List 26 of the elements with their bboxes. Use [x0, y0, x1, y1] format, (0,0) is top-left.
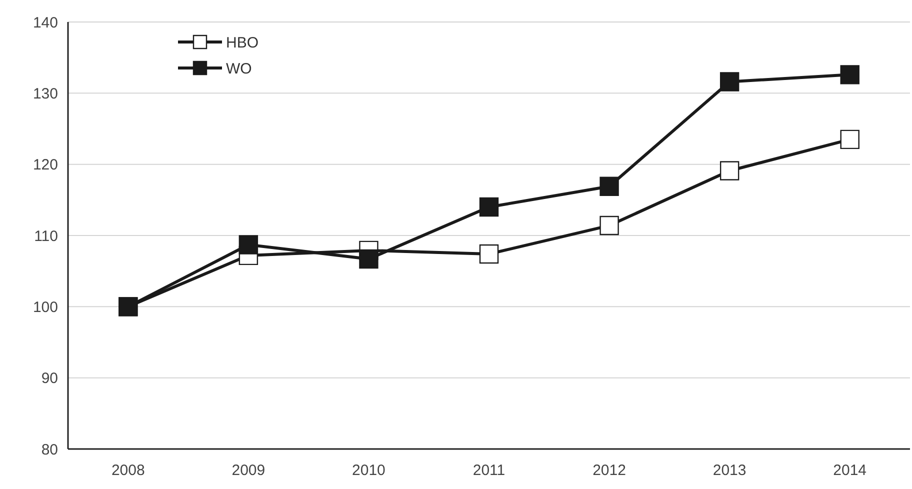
point: [840, 130, 860, 150]
y-tick-label: 120: [32, 156, 58, 174]
point: [600, 176, 619, 196]
point: [720, 72, 740, 92]
y-tick-label: 80: [41, 441, 58, 458]
x-tick-label: 2010: [352, 462, 386, 479]
point: [479, 197, 499, 217]
legend-label: HBO: [226, 34, 259, 52]
point: [840, 65, 860, 84]
x-tick-label: 2009: [232, 462, 266, 479]
y-tick-label: 100: [32, 298, 58, 316]
y-tick-label: 90: [41, 370, 58, 388]
point: [720, 161, 740, 180]
point: [479, 244, 499, 264]
x-tick-label: 2008: [111, 462, 145, 479]
y-tick-label: 140: [32, 14, 58, 32]
legend-label: WO: [226, 60, 252, 78]
y-tick-label: 110: [34, 228, 58, 245]
x-tick-label: 2014: [833, 462, 867, 479]
y-tick-label: 130: [32, 85, 58, 102]
x-tick-label: 2011: [472, 462, 506, 479]
point: [359, 249, 378, 269]
point: [600, 216, 619, 236]
x-tick-label: 2013: [712, 462, 746, 479]
x-tick-label: 2012: [592, 462, 626, 479]
point: [238, 235, 258, 254]
